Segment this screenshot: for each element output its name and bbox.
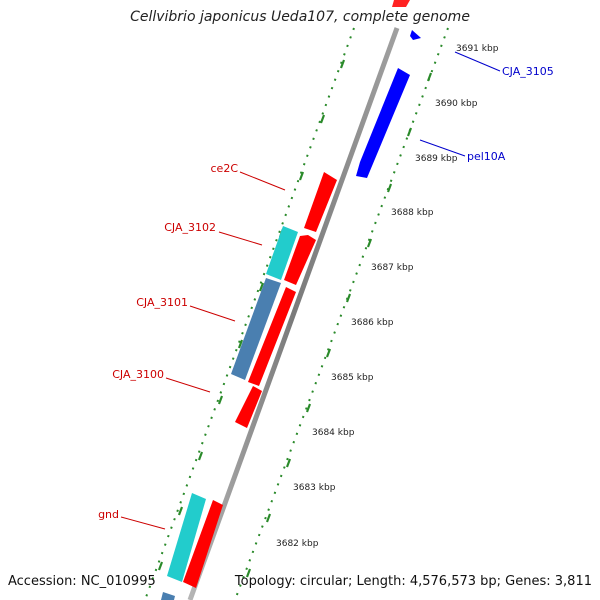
gene-arrow-cja-3101[interactable] [248, 287, 296, 386]
kbp-labels: 3691 kbp 3690 kbp 3689 kbp 3688 kbp 3687… [276, 44, 499, 549]
gene-arrow-top-red[interactable] [392, 0, 410, 7]
map-title: Cellvibrio japonicus Ueda107, complete g… [130, 9, 470, 25]
kbp-label: 3688 kbp [391, 208, 434, 218]
gene-label-cja-3105[interactable]: CJA_3105 [502, 65, 554, 78]
gene-arrow-cja-3105-top[interactable] [410, 30, 421, 40]
topology-text: Topology: circular; Length: 4,576,573 bp… [234, 574, 592, 589]
cyan-gene-gnd[interactable] [167, 493, 206, 582]
kbp-label: 3691 kbp [456, 44, 499, 54]
gene-arrow-cja-3100[interactable] [235, 386, 262, 428]
gene-label-cja-3100[interactable]: CJA_3100 [112, 368, 164, 381]
gene-label-ce2C[interactable]: ce2C [211, 162, 239, 175]
genome-backbone [187, 27, 400, 600]
gene-label-pel10A[interactable]: pel10A [467, 150, 506, 163]
accession-text: Accession: NC_010995 [8, 574, 156, 589]
steelblue-gene-cja-3101[interactable] [231, 278, 281, 380]
cyan-gene-cja-3102[interactable] [266, 226, 298, 280]
gene-arrow-ce2C[interactable] [304, 172, 337, 232]
gene-arrow-pel10A[interactable] [356, 68, 410, 178]
outer-tick-line [144, 27, 355, 600]
steelblue-gene-bottom[interactable] [161, 592, 175, 600]
kbp-label: 3690 kbp [435, 99, 478, 109]
kbp-label: 3689 kbp [415, 154, 458, 164]
gene-label-cja-3102[interactable]: CJA_3102 [164, 221, 216, 234]
inner-major-ticks [245, 72, 433, 578]
kbp-label: 3685 kbp [331, 373, 374, 383]
gene-arrow-near-cja-3102[interactable] [284, 235, 316, 285]
gene-label-cja-3101[interactable]: CJA_3101 [136, 296, 188, 309]
leader-lines [120, 51, 501, 530]
gene-label-gnd[interactable]: gnd [98, 508, 119, 521]
kbp-label: 3683 kbp [293, 483, 336, 493]
outer-major-ticks [157, 59, 346, 571]
gene-arrow-gnd[interactable] [183, 500, 223, 588]
kbp-label: 3684 kbp [312, 428, 355, 438]
kbp-label: 3686 kbp [351, 318, 394, 328]
kbp-label: 3687 kbp [371, 263, 414, 273]
kbp-label: 3682 kbp [276, 539, 319, 549]
